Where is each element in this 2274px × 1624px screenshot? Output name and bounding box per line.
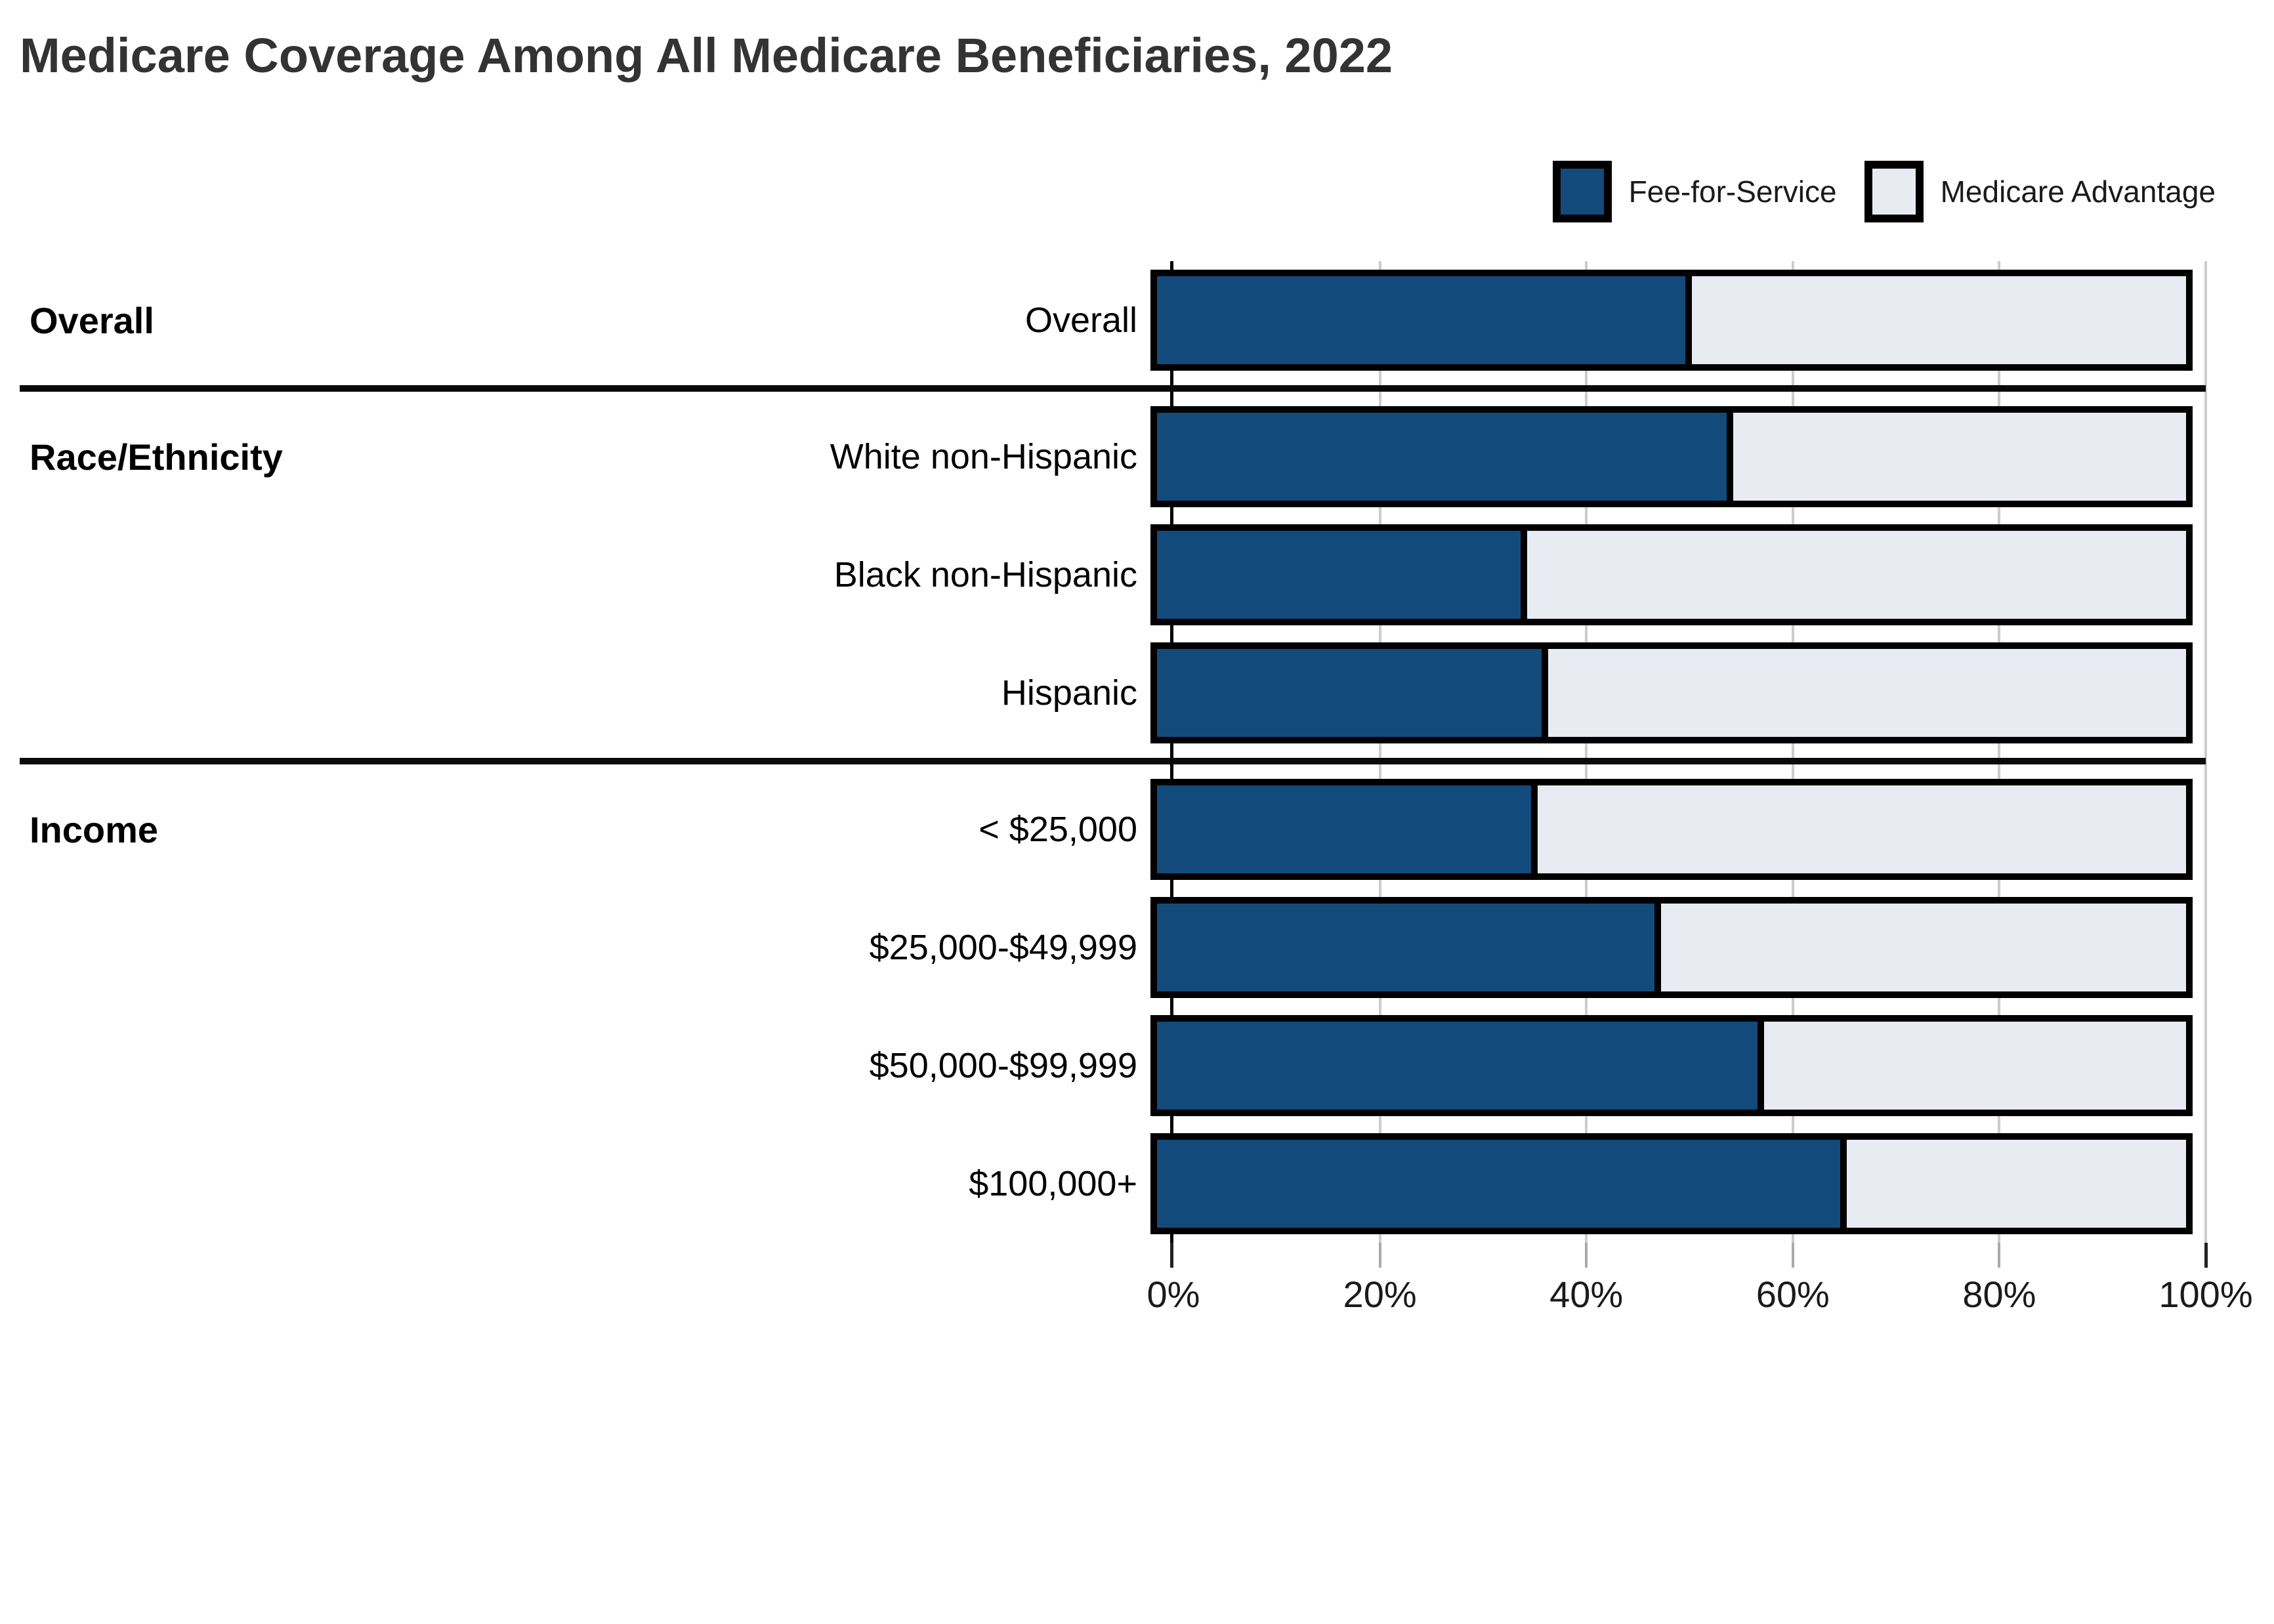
bar-track [1150, 270, 2193, 371]
bar-segment-fee-for-service [1157, 531, 1528, 619]
x-axis-label-100: 100% [2158, 1274, 2253, 1315]
bar-segment-fee-for-service [1157, 904, 1662, 991]
category-label: < $25,000 [979, 810, 1137, 849]
chart-row: $25,000-$49,999 [20, 888, 2206, 1007]
chart-row: Hispanic [20, 634, 2206, 752]
bar-track [1150, 406, 2193, 507]
fee-for-service-swatch-icon [1552, 161, 1612, 222]
category-label: Hispanic [1001, 673, 1137, 713]
bar-track [1150, 897, 2193, 998]
legend-item-medicare-advantage: Medicare Advantage [1864, 161, 2216, 222]
group-label: Overall [30, 299, 154, 341]
chart-title: Medicare Coverage Among All Medicare Ben… [20, 28, 1393, 83]
stacked-bar [1150, 642, 2193, 743]
bar-segment-fee-for-service [1157, 785, 1538, 873]
gridline-20 [1378, 261, 1381, 1243]
gridline-40 [1585, 261, 1588, 1243]
group-label: Race/Ethnicity [30, 436, 283, 478]
stacked-bar [1150, 1015, 2193, 1116]
bar-rows: Overall Overall Race/Ethnicity White non-Hi… [20, 261, 2206, 1243]
x-axis-label-20: 20% [1343, 1274, 1417, 1315]
chart-row: $100,000+ [20, 1125, 2206, 1243]
chart-row: Overall Overall [20, 261, 2206, 379]
medicare-advantage-swatch-icon [1864, 161, 1924, 222]
bar-segment-medicare-advantage [1527, 531, 2186, 619]
gridline-60 [1791, 261, 1794, 1243]
x-axis-label-60: 60% [1756, 1274, 1830, 1315]
legend-item-fee-for-service: Fee-for-Service [1552, 161, 1837, 222]
chart-row: Black non-Hispanic [20, 516, 2206, 634]
category-label: Overall [1024, 301, 1137, 340]
stacked-bar [1150, 897, 2193, 998]
bar-segment-medicare-advantage [1548, 649, 2186, 737]
chart-row: $50,000-$99,999 [20, 1007, 2206, 1125]
group-separator [20, 752, 2206, 770]
stacked-bar [1150, 779, 2193, 880]
bar-segment-medicare-advantage [1764, 1022, 2186, 1110]
category-label: White non-Hispanic [830, 437, 1137, 476]
bar-segment-fee-for-service [1157, 276, 1693, 364]
bar-segment-fee-for-service [1157, 1140, 1847, 1228]
legend-label: Fee-for-Service [1628, 175, 1837, 209]
stacked-bar [1150, 524, 2193, 625]
bar-segment-medicare-advantage [1846, 1140, 2186, 1228]
stacked-bar [1150, 1133, 2193, 1234]
chart-area: 0% 20% 40% 60% 80% 100% Overall Overall Race/Et… [20, 261, 2253, 1315]
x-axis-label-40: 40% [1549, 1274, 1624, 1315]
stacked-bar [1150, 270, 2193, 371]
gridline-100 [2204, 261, 2207, 1243]
bar-track [1150, 1133, 2193, 1234]
bar-segment-medicare-advantage [1538, 785, 2186, 873]
category-label: Black non-Hispanic [833, 555, 1137, 594]
bar-track [1150, 779, 2193, 880]
bar-segment-fee-for-service [1157, 413, 1734, 501]
legend-label: Medicare Advantage [1940, 175, 2216, 209]
axis-tick-20 [1378, 1243, 1381, 1268]
group-label: Income [30, 808, 159, 850]
bar-track [1150, 642, 2193, 743]
chart-row: Race/Ethnicity White non-Hispanic [20, 398, 2206, 516]
x-axis-label-80: 80% [1962, 1274, 2036, 1315]
bar-track [1150, 1015, 2193, 1116]
axis-tick-80 [1998, 1243, 2001, 1268]
plot-area: 0% 20% 40% 60% 80% 100% [1147, 261, 2253, 1315]
bar-segment-medicare-advantage [1692, 276, 2186, 364]
chart-row: Income < $25,000 [20, 770, 2206, 888]
bar-track [1150, 524, 2193, 625]
group-separator-line [20, 385, 2206, 392]
bar-segment-medicare-advantage [1661, 904, 2186, 991]
category-label: $50,000-$99,999 [869, 1046, 1137, 1085]
group-separator [20, 379, 2206, 398]
category-label: $25,000-$49,999 [869, 928, 1137, 967]
axis-tick-100 [2204, 1243, 2208, 1268]
axis-tick-60 [1791, 1243, 1794, 1268]
gridline-80 [1998, 261, 2001, 1243]
group-separator-line [20, 758, 2206, 764]
axis-tick-40 [1585, 1243, 1588, 1268]
stacked-bar [1150, 406, 2193, 507]
x-axis-label-0: 0% [1147, 1274, 1200, 1315]
legend: Fee-for-Service Medicare Advantage [1552, 161, 2216, 222]
category-label: $100,000+ [969, 1164, 1137, 1203]
bar-segment-fee-for-service [1157, 649, 1548, 737]
bar-segment-medicare-advantage [1733, 413, 2186, 501]
axis-tick-0 [1170, 1243, 1173, 1268]
bar-segment-fee-for-service [1157, 1022, 1765, 1110]
